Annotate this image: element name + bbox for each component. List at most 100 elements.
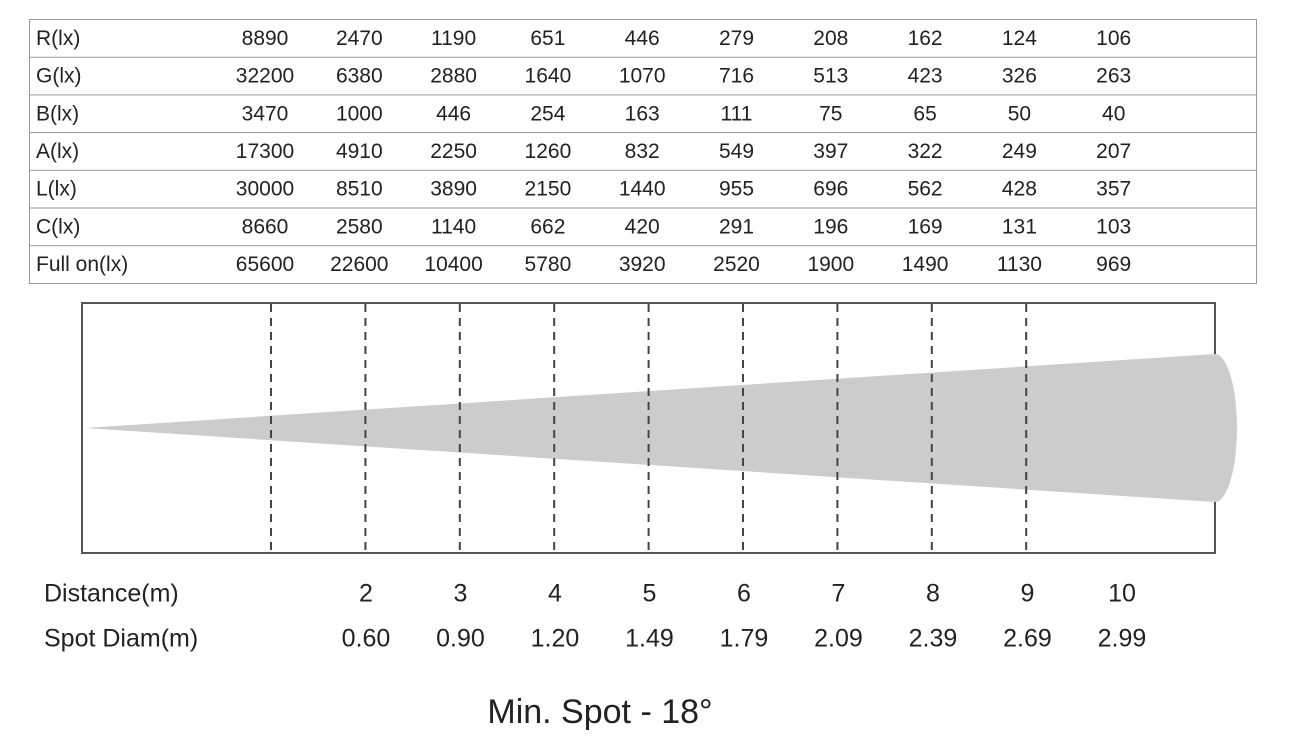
row-label: R(lx) — [36, 27, 80, 50]
cell-value: 1490 — [902, 253, 949, 276]
row-label: Spot Diam(m) — [44, 625, 198, 653]
row-label: L(lx) — [36, 178, 77, 201]
row-label: G(lx) — [36, 65, 82, 88]
cell-value: 291 — [719, 215, 754, 238]
cell-value: 1130 — [997, 253, 1042, 276]
cell-value: 4910 — [336, 140, 383, 163]
cell-value: 163 — [625, 102, 660, 125]
cell-value: 279 — [719, 27, 754, 50]
cell-value: 1070 — [619, 65, 666, 88]
cell-value: 832 — [625, 140, 660, 163]
cell-value: 249 — [1002, 140, 1037, 163]
beam-cone — [85, 354, 1215, 502]
distance-value: 10 — [1108, 580, 1136, 608]
cell-value: 562 — [908, 178, 943, 201]
cell-value: 2880 — [430, 65, 477, 88]
spot-diameter-value: 2.09 — [814, 625, 863, 653]
cell-value: 254 — [530, 102, 565, 125]
cell-value: 196 — [813, 215, 848, 238]
caption: Min. Spot - 18° — [487, 693, 712, 731]
cell-value: 3470 — [242, 102, 289, 125]
cell-value: 1640 — [525, 65, 572, 88]
cell-value: 3890 — [430, 178, 477, 201]
cell-value: 5780 — [525, 253, 572, 276]
spot-diameter-value: 1.49 — [625, 625, 674, 653]
cell-value: 955 — [719, 178, 754, 201]
cell-value: 32200 — [236, 65, 294, 88]
row-label: Full on(lx) — [36, 253, 128, 276]
distance-value: 8 — [926, 580, 940, 608]
cell-value: 651 — [530, 27, 565, 50]
row-label: A(lx) — [36, 140, 79, 163]
spot-diameter-value: 0.90 — [436, 625, 485, 653]
cell-value: 1140 — [431, 215, 476, 238]
cell-value: 428 — [1002, 178, 1037, 201]
cell-value: 124 — [1002, 27, 1037, 50]
cell-value: 2250 — [430, 140, 477, 163]
cell-value: 8510 — [336, 178, 383, 201]
cell-value: 1900 — [807, 253, 854, 276]
cell-value: 169 — [908, 215, 943, 238]
spot-diameter-value: 1.20 — [531, 625, 580, 653]
cell-value: 65600 — [236, 253, 294, 276]
cell-value: 50 — [1008, 102, 1031, 125]
cell-value: 423 — [908, 65, 943, 88]
cell-value: 716 — [719, 65, 754, 88]
distance-value: 3 — [454, 580, 468, 608]
spot-diameter-value: 2.69 — [1003, 625, 1052, 653]
cell-value: 1000 — [336, 102, 383, 125]
cell-value: 65 — [913, 102, 936, 125]
spot-diameter-value: 1.79 — [720, 625, 769, 653]
cell-value: 10400 — [424, 253, 482, 276]
distance-value: 6 — [737, 580, 751, 608]
distance-value: 2 — [359, 580, 373, 608]
cell-value: 207 — [1096, 140, 1131, 163]
distance-value: 9 — [1021, 580, 1035, 608]
cell-value: 17300 — [236, 140, 294, 163]
cell-value: 131 — [1002, 215, 1037, 238]
cell-value: 208 — [813, 27, 848, 50]
cell-value: 1190 — [431, 27, 476, 50]
cell-value: 75 — [819, 102, 842, 125]
cell-value: 8890 — [242, 27, 289, 50]
spot-diameter-value: 2.99 — [1098, 625, 1147, 653]
row-label: C(lx) — [36, 215, 80, 238]
spot-diameter-value: 2.39 — [909, 625, 958, 653]
cell-value: 111 — [721, 102, 753, 125]
cell-value: 106 — [1096, 27, 1131, 50]
cell-value: 263 — [1096, 65, 1131, 88]
cell-value: 3920 — [619, 253, 666, 276]
cell-value: 446 — [436, 102, 471, 125]
distance-value: 5 — [643, 580, 657, 608]
distance-value: 7 — [832, 580, 846, 608]
cell-value: 40 — [1102, 102, 1125, 125]
cell-value: 2580 — [336, 215, 383, 238]
cell-value: 162 — [908, 27, 943, 50]
cell-value: 8660 — [242, 215, 289, 238]
cell-value: 549 — [719, 140, 754, 163]
distance-value: 4 — [548, 580, 562, 608]
cell-value: 397 — [813, 140, 848, 163]
cell-value: 446 — [625, 27, 660, 50]
cell-value: 30000 — [236, 178, 294, 201]
cell-value: 6380 — [336, 65, 383, 88]
row-label: B(lx) — [36, 102, 79, 125]
cell-value: 696 — [813, 178, 848, 201]
cell-value: 322 — [908, 140, 943, 163]
cell-value: 357 — [1096, 178, 1131, 201]
cell-value: 103 — [1096, 215, 1131, 238]
cell-value: 1440 — [619, 178, 666, 201]
cell-value: 1260 — [525, 140, 572, 163]
cell-value: 2520 — [713, 253, 760, 276]
cell-value: 2150 — [525, 178, 572, 201]
row-label: Distance(m) — [44, 580, 179, 608]
table-border — [29, 19, 1257, 284]
cell-value: 513 — [813, 65, 848, 88]
cell-value: 2470 — [336, 27, 383, 50]
spot-diameter-value: 0.60 — [342, 625, 391, 653]
cell-value: 326 — [1002, 65, 1037, 88]
cell-value: 22600 — [330, 253, 388, 276]
cell-value: 420 — [625, 215, 660, 238]
